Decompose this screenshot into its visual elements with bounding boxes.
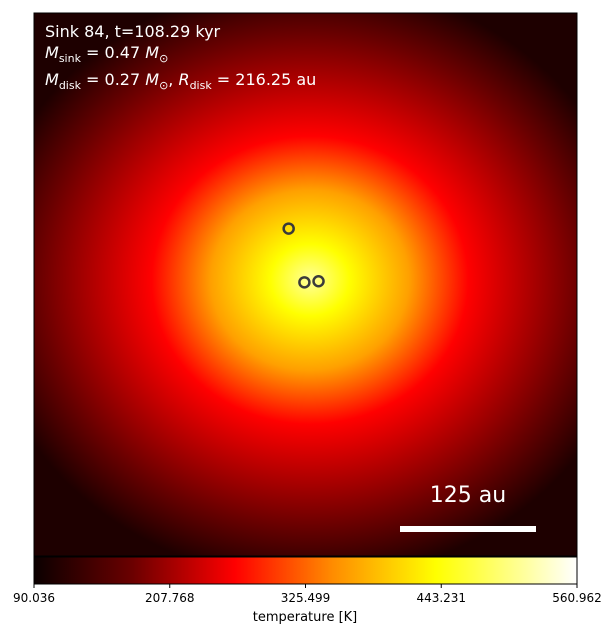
- annotation-line-1: Sink 84, t=108.29 kyr: [45, 22, 221, 41]
- plot-frame: [33, 12, 578, 557]
- heatmap-image: [34, 13, 577, 556]
- colorbar-tick-label: 90.036: [13, 591, 55, 605]
- colorbar-tick-label: 207.768: [144, 591, 195, 605]
- colorbar-tick-label: 443.231: [416, 591, 467, 605]
- colorbar-tick-label: 325.499: [280, 591, 331, 605]
- figure-annotation: Sink 84, t=108.29 kyr Msink = 0.47 M⊙ Md…: [45, 21, 316, 96]
- colorbar-tick-label: 560.962: [552, 591, 602, 605]
- annotation-line-3: Mdisk = 0.27 M⊙, Rdisk = 216.25 au: [45, 70, 317, 93]
- scale-bar-label: 125 au: [429, 483, 507, 508]
- colorbar-ticks: [33, 584, 578, 588]
- colorbar: [33, 556, 578, 585]
- sink-a-marker: [282, 222, 295, 235]
- annotation-line-2: Msink = 0.47 M⊙: [45, 43, 169, 66]
- colorbar-label: temperature [K]: [252, 610, 358, 625]
- sink-b-marker: [298, 276, 311, 289]
- sink-c-marker: [312, 274, 325, 288]
- scale-bar: [400, 526, 536, 532]
- sink-markers: [282, 222, 325, 289]
